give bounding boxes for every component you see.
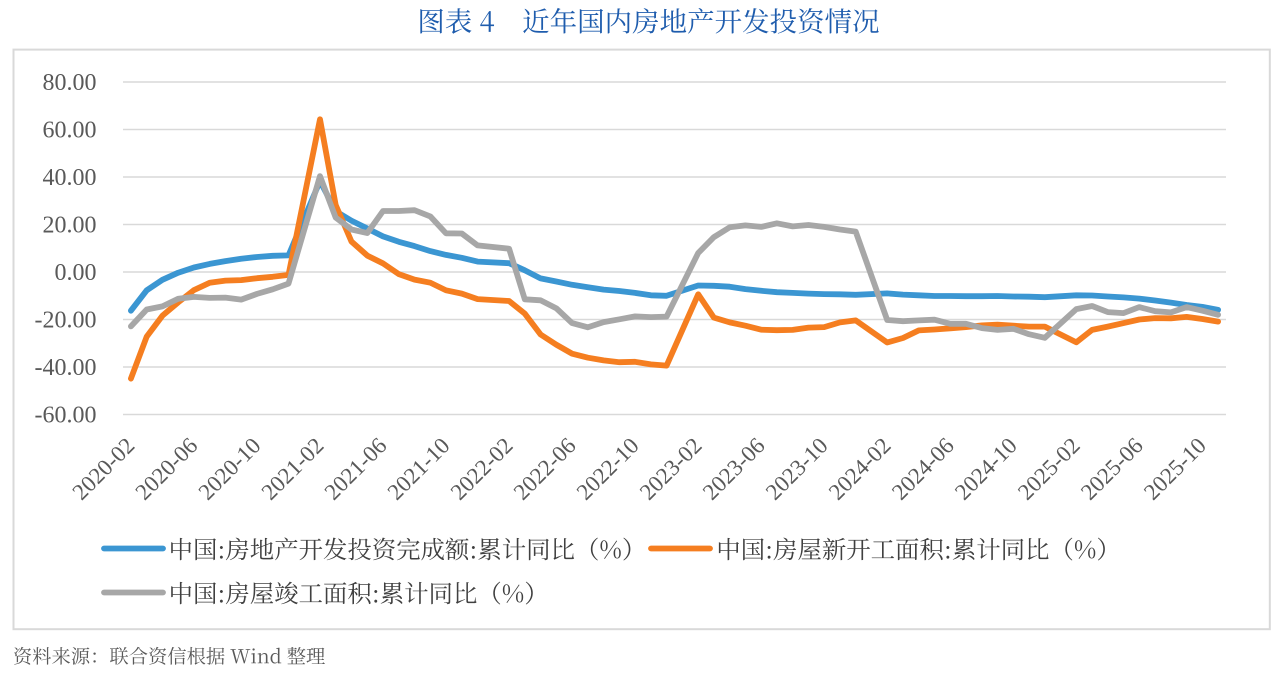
svg-text:0.00: 0.00 <box>55 260 97 286</box>
svg-text:40.00: 40.00 <box>43 165 97 191</box>
svg-text:-40.00: -40.00 <box>35 355 97 381</box>
svg-text:-20.00: -20.00 <box>35 308 97 334</box>
svg-text:60.00: 60.00 <box>43 118 97 144</box>
svg-text:80.00: 80.00 <box>43 70 97 96</box>
svg-text:20.00: 20.00 <box>43 213 97 239</box>
svg-text:-60.00: -60.00 <box>35 403 97 429</box>
